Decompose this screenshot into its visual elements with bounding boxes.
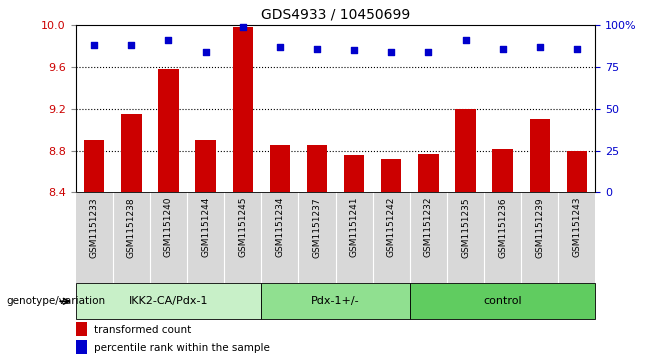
Bar (76, 340, 87, 354)
Bar (84, 140, 105, 192)
Text: GSM1151233: GSM1151233 (89, 197, 99, 258)
Text: Pdx-1+/-: Pdx-1+/- (311, 296, 360, 306)
Point (534, 44, 545, 50)
Text: GSM1151238: GSM1151238 (127, 197, 136, 258)
Text: GSM1151237: GSM1151237 (313, 197, 322, 258)
Point (497, 46, 508, 52)
Bar (418, 154, 439, 192)
Point (274, 44, 285, 50)
Point (572, 46, 582, 52)
Bar (307, 146, 327, 192)
Text: GSM1151236: GSM1151236 (498, 197, 507, 258)
Point (89, 42, 99, 48)
Point (423, 49, 434, 55)
Point (349, 48, 359, 53)
Point (461, 37, 471, 43)
Text: transformed count: transformed count (94, 325, 191, 335)
Text: percentile rank within the sample: percentile rank within the sample (94, 343, 270, 353)
Bar (76, 283, 261, 319)
Text: IKK2-CA/Pdx-1: IKK2-CA/Pdx-1 (129, 296, 208, 306)
Bar (232, 28, 253, 192)
Bar (455, 109, 476, 192)
Point (312, 46, 322, 52)
Point (200, 49, 211, 55)
Bar (76, 322, 87, 336)
Bar (567, 151, 587, 192)
Point (386, 49, 397, 55)
Text: GSM1151239: GSM1151239 (536, 197, 544, 258)
Bar (121, 114, 141, 192)
Text: GSM1151234: GSM1151234 (276, 197, 284, 257)
Bar (344, 155, 365, 192)
Bar (410, 283, 595, 319)
Bar (530, 119, 550, 192)
Text: GSM1151245: GSM1151245 (238, 197, 247, 257)
Point (126, 42, 137, 48)
Text: GSM1151244: GSM1151244 (201, 197, 210, 257)
Text: GSM1151243: GSM1151243 (572, 197, 582, 257)
Title: GDS4933 / 10450699: GDS4933 / 10450699 (261, 8, 410, 21)
Point (163, 37, 174, 43)
Text: genotype/variation: genotype/variation (7, 296, 106, 306)
Text: GSM1151232: GSM1151232 (424, 197, 433, 257)
Text: GSM1151241: GSM1151241 (349, 197, 359, 257)
Bar (159, 69, 179, 192)
Text: GSM1151242: GSM1151242 (387, 197, 395, 257)
Bar (492, 148, 513, 192)
Text: GSM1151240: GSM1151240 (164, 197, 173, 257)
Text: control: control (484, 296, 522, 306)
Bar (381, 159, 401, 192)
Bar (195, 140, 216, 192)
Bar (261, 283, 410, 319)
Bar (270, 146, 290, 192)
Text: GSM1151235: GSM1151235 (461, 197, 470, 258)
Point (238, 24, 248, 30)
